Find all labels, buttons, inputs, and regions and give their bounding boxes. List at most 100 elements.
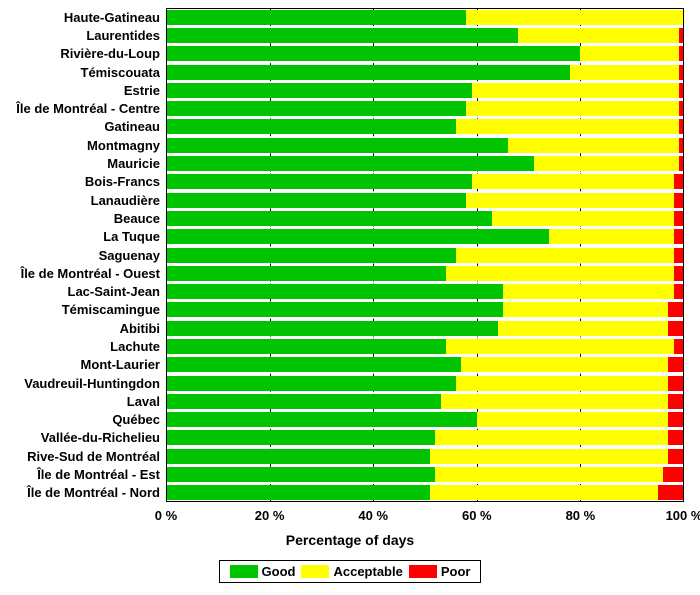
bar-segment-poor bbox=[658, 485, 684, 500]
legend: GoodAcceptablePoor bbox=[0, 560, 700, 583]
bar-segment-acceptable bbox=[580, 46, 678, 61]
bar-segment-poor bbox=[679, 156, 684, 171]
x-tick-label: 40 % bbox=[358, 508, 388, 523]
bar-segment-good bbox=[166, 10, 466, 25]
bar-segment-good bbox=[166, 211, 492, 226]
category-label: Bois-Francs bbox=[85, 175, 160, 188]
bar-segment-acceptable bbox=[570, 65, 679, 80]
bar-segment-poor bbox=[674, 211, 684, 226]
bar-segment-acceptable bbox=[435, 467, 663, 482]
bar-segment-acceptable bbox=[503, 302, 669, 317]
category-label: Île de Montréal - Ouest bbox=[21, 267, 160, 280]
x-tick-label: 60 % bbox=[462, 508, 492, 523]
bar-segment-good bbox=[166, 357, 461, 372]
category-label: Gatineau bbox=[104, 120, 160, 133]
bar-segment-acceptable bbox=[503, 284, 674, 299]
bar-segment-acceptable bbox=[477, 412, 669, 427]
bar-segment-acceptable bbox=[446, 339, 674, 354]
bar-segment-good bbox=[166, 266, 446, 281]
bar-segment-poor bbox=[674, 193, 684, 208]
bar-segment-good bbox=[166, 119, 456, 134]
bar-segment-poor bbox=[668, 302, 684, 317]
bar-row bbox=[166, 46, 684, 61]
bar-row bbox=[166, 376, 684, 391]
bar-row bbox=[166, 394, 684, 409]
bar-segment-good bbox=[166, 193, 466, 208]
bar-segment-acceptable bbox=[498, 321, 669, 336]
bar-segment-acceptable bbox=[518, 28, 679, 43]
category-label: Vaudreuil-Huntingdon bbox=[24, 377, 160, 390]
bar-segment-acceptable bbox=[472, 174, 674, 189]
bar-row bbox=[166, 266, 684, 281]
bar-segment-poor bbox=[668, 449, 684, 464]
category-label: Témiscamingue bbox=[62, 303, 160, 316]
x-tick-label: 20 % bbox=[255, 508, 285, 523]
legend-swatch bbox=[230, 565, 258, 578]
category-label: Île de Montréal - Nord bbox=[27, 486, 160, 499]
bar-segment-acceptable bbox=[446, 266, 674, 281]
legend-swatch bbox=[409, 565, 437, 578]
bar-row bbox=[166, 119, 684, 134]
bar-segment-poor bbox=[668, 376, 684, 391]
bar-segment-good bbox=[166, 321, 498, 336]
bar-row bbox=[166, 10, 684, 25]
bar-row bbox=[166, 156, 684, 171]
bar-segment-good bbox=[166, 284, 503, 299]
category-label: Haute-Gatineau bbox=[64, 11, 160, 24]
category-label: Québec bbox=[112, 413, 160, 426]
x-tick-label: 80 % bbox=[566, 508, 596, 523]
legend-item-good: Good bbox=[230, 564, 296, 579]
bar-segment-acceptable bbox=[430, 485, 658, 500]
category-label: Mont-Laurier bbox=[81, 358, 160, 371]
category-label: Laval bbox=[127, 395, 160, 408]
bar-segment-poor bbox=[663, 467, 684, 482]
bar-segment-good bbox=[166, 412, 477, 427]
category-label: Beauce bbox=[114, 212, 160, 225]
category-label: Montmagny bbox=[87, 139, 160, 152]
bar-segment-poor bbox=[674, 248, 684, 263]
bar-segment-acceptable bbox=[466, 101, 678, 116]
bar-segment-good bbox=[166, 485, 430, 500]
legend-item-acceptable: Acceptable bbox=[301, 564, 402, 579]
bar-segment-good bbox=[166, 229, 549, 244]
bar-segment-poor bbox=[668, 430, 684, 445]
legend-box: GoodAcceptablePoor bbox=[219, 560, 482, 583]
bar-segment-acceptable bbox=[492, 211, 673, 226]
bar-segment-acceptable bbox=[508, 138, 679, 153]
bar-row bbox=[166, 357, 684, 372]
bar-row bbox=[166, 284, 684, 299]
bar-segment-good bbox=[166, 467, 435, 482]
bar-segment-acceptable bbox=[430, 449, 668, 464]
bar-segment-acceptable bbox=[549, 229, 673, 244]
bar-row bbox=[166, 193, 684, 208]
bar-segment-good bbox=[166, 138, 508, 153]
bar-segment-poor bbox=[679, 138, 684, 153]
bar-segment-acceptable bbox=[466, 193, 673, 208]
bar-segment-poor bbox=[674, 174, 684, 189]
bar-segment-acceptable bbox=[456, 119, 679, 134]
category-label: Vallée-du-Richelieu bbox=[41, 431, 160, 444]
bar-row bbox=[166, 248, 684, 263]
bar-segment-acceptable bbox=[456, 376, 668, 391]
bar-segment-good bbox=[166, 83, 472, 98]
category-label: Estrie bbox=[124, 84, 160, 97]
y-axis-labels: Haute-GatineauLaurentidesRivière-du-Loup… bbox=[0, 8, 160, 502]
bar-segment-poor bbox=[674, 339, 684, 354]
bar-segment-acceptable bbox=[472, 83, 679, 98]
category-label: Abitibi bbox=[120, 322, 160, 335]
legend-label: Acceptable bbox=[333, 564, 402, 579]
bar-segment-good bbox=[166, 449, 430, 464]
bar-segment-good bbox=[166, 65, 570, 80]
category-label: La Tuque bbox=[103, 230, 160, 243]
category-label: Saguenay bbox=[99, 249, 160, 262]
bar-segment-acceptable bbox=[466, 10, 684, 25]
bar-segment-acceptable bbox=[534, 156, 679, 171]
bar-segment-poor bbox=[668, 412, 684, 427]
bar-row bbox=[166, 211, 684, 226]
bar-row bbox=[166, 449, 684, 464]
plot-area bbox=[166, 8, 684, 502]
bar-row bbox=[166, 229, 684, 244]
bar-segment-poor bbox=[679, 46, 684, 61]
bar-row bbox=[166, 430, 684, 445]
bar-segment-poor bbox=[668, 357, 684, 372]
